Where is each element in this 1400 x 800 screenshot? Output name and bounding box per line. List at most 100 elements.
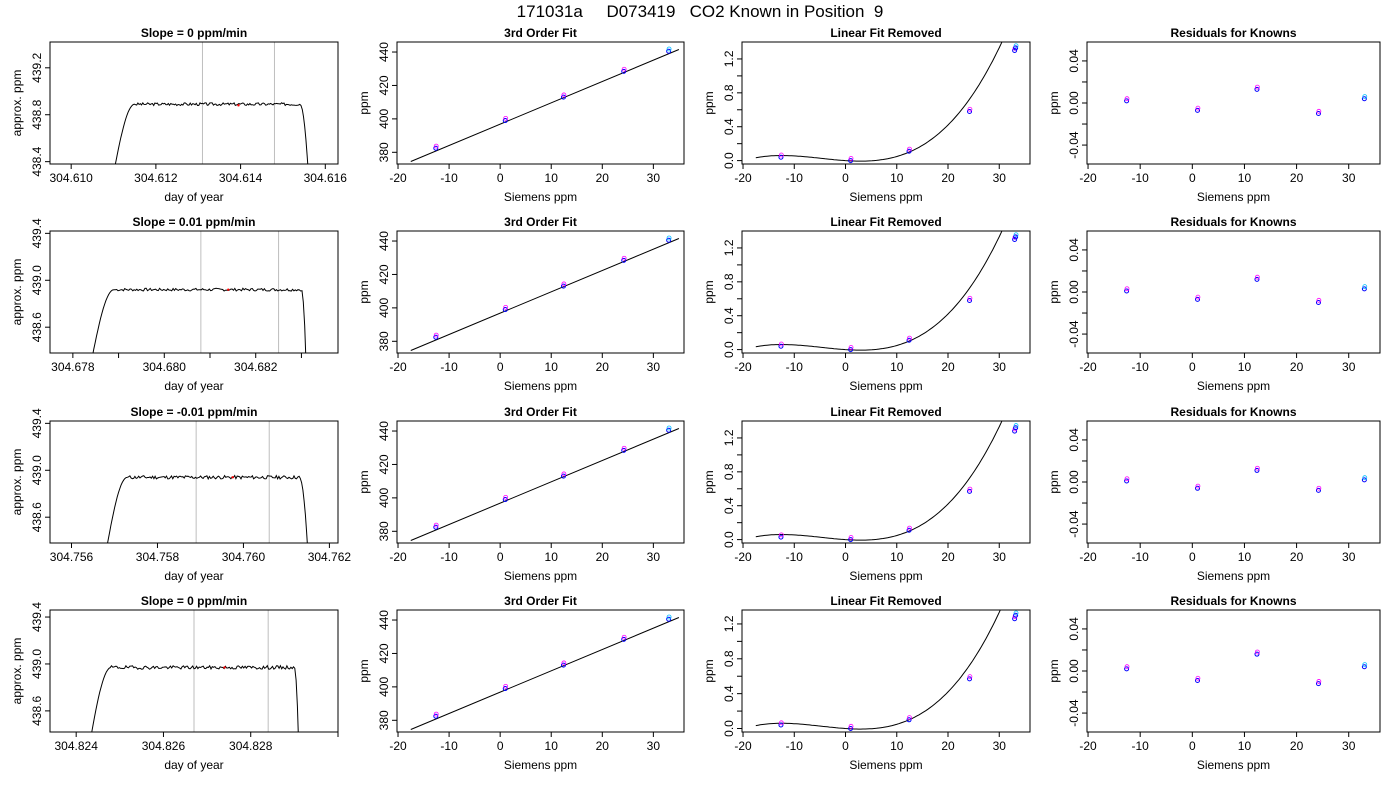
panel-3-trace: Slope = -0.01 ppm/min 304.756 304.758 304.7… [10, 405, 351, 583]
y-tick-label: 0.8 [722, 273, 736, 290]
plot-frame [1086, 41, 1381, 165]
panel-title: Slope = 0.01 ppm/min [132, 215, 255, 229]
data-point [502, 307, 508, 313]
data-point [666, 48, 672, 54]
x-tick-label: 0 [1189, 550, 1196, 564]
y-tick-label: 420 [377, 643, 391, 663]
y-tick-label: 438.4 [30, 146, 44, 176]
plot-area [755, 421, 1019, 543]
data-point-replicate [1124, 664, 1130, 670]
y-tick-label: 1.2 [722, 615, 736, 632]
data-mark-point [237, 104, 240, 107]
data-point-replicate [1124, 286, 1130, 292]
data-point [1254, 651, 1260, 657]
x-tick-label: 20 [941, 550, 955, 564]
data-point-replicate [1195, 294, 1201, 300]
x-tick-label: -20 [389, 739, 407, 753]
y-axis-label: ppm [702, 659, 716, 682]
x-axis-label: Siemens ppm [849, 569, 922, 583]
y-tick-label: 400 [377, 298, 391, 318]
panel-3-linear_removed: Linear Fit Removed -20 -10 0 10 20 30 Siemens p… [702, 405, 1031, 583]
y-tick-label: 439.4 [30, 218, 44, 248]
panel-title: 3rd Order Fit [504, 405, 577, 419]
data-point [906, 717, 912, 723]
x-axis-label: day of year [164, 758, 223, 772]
panel-2-fit: 3rd Order Fit -20 -10 0 10 20 30 Siemens ppm 380… [357, 215, 685, 393]
x-tick-label: -20 [1079, 171, 1097, 185]
data-point-replicate [1195, 105, 1201, 111]
plot-frame [49, 420, 339, 544]
x-axis-label: day of year [164, 190, 223, 204]
y-axis-label: approx. ppm [10, 259, 24, 326]
data-trace-line [91, 664, 299, 732]
x-tick-label: 20 [596, 360, 610, 374]
panel-3-fit: 3rd Order Fit -20 -10 0 10 20 30 Siemens ppm 380… [357, 405, 685, 583]
plot-area [410, 46, 680, 162]
data-point [1013, 612, 1019, 618]
x-tick-label: -20 [734, 171, 752, 185]
data-point [1361, 477, 1367, 483]
x-tick-label: 30 [1342, 171, 1356, 185]
x-tick-label: 20 [1290, 171, 1304, 185]
x-tick-label: 30 [647, 550, 661, 564]
x-tick-label: 20 [596, 171, 610, 185]
data-point-replicate [1124, 476, 1130, 482]
data-point-replicate [848, 345, 854, 350]
x-tick-label: 304.756 [50, 550, 94, 564]
x-tick-label: 304.680 [143, 360, 187, 374]
y-axis-label: ppm [702, 470, 716, 493]
data-point [778, 722, 784, 728]
x-axis-label: Siemens ppm [504, 379, 577, 393]
x-tick-label: 10 [1238, 550, 1252, 564]
y-tick-label: 1.2 [722, 239, 736, 256]
data-point-replicate [907, 715, 912, 720]
plot-frame [1086, 420, 1381, 544]
data-point-replicate [1362, 284, 1368, 290]
x-tick-label: 10 [1238, 360, 1252, 374]
x-tick-label: -10 [786, 739, 804, 753]
y-tick-label: 380 [377, 710, 391, 730]
x-axis-label: Siemens ppm [1197, 190, 1270, 204]
x-tick-label: 304.762 [308, 550, 352, 564]
x-tick-label: 304.824 [54, 739, 98, 753]
data-point [666, 427, 672, 433]
x-axis-label: Siemens ppm [849, 190, 922, 204]
data-point [1124, 98, 1130, 104]
data-point [1124, 288, 1130, 294]
panel-1-residuals: Residuals for Knowns -20 -10 0 10 20 30 Siemens… [1047, 26, 1381, 204]
data-point [621, 636, 627, 642]
x-tick-label: -20 [389, 360, 407, 374]
data-mark-point [223, 666, 226, 669]
data-point-replicate [561, 92, 567, 98]
y-tick-label: -0.04 [1067, 510, 1081, 538]
panel-2-linear_removed: Linear Fit Removed -20 -10 0 10 20 30 Siemens p… [702, 215, 1031, 393]
plot-frame [396, 420, 685, 544]
data-point [1315, 111, 1321, 117]
panel-title: Slope = -0.01 ppm/min [130, 405, 257, 419]
y-tick-label: 439.0 [30, 649, 44, 679]
plot-frame [49, 230, 339, 354]
y-axis-label: ppm [1047, 91, 1061, 114]
data-point [560, 662, 566, 668]
data-point-replicate [967, 674, 973, 680]
panel-2-residuals: Residuals for Knowns -20 -10 0 10 20 30 Siemens… [1047, 215, 1381, 393]
fit-curve [410, 49, 680, 162]
data-point-replicate [1013, 610, 1019, 616]
data-point-replicate [1316, 297, 1322, 303]
data-point [433, 145, 439, 151]
y-tick-label: 438.6 [30, 696, 44, 726]
panel-title: 3rd Order Fit [504, 594, 577, 608]
x-tick-label: 30 [647, 739, 661, 753]
plot-area [114, 102, 309, 164]
data-trace-line [92, 287, 307, 353]
x-tick-label: 30 [993, 550, 1007, 564]
data-point [560, 94, 566, 100]
data-point-replicate [561, 660, 567, 666]
data-point-replicate [907, 335, 912, 341]
x-tick-label: -10 [1132, 171, 1150, 185]
panel-title: 3rd Order Fit [504, 215, 577, 229]
data-point [1195, 677, 1201, 683]
y-tick-label: 0.8 [722, 463, 736, 480]
data-point [1361, 664, 1367, 670]
y-tick-label: 0.0 [722, 531, 736, 548]
